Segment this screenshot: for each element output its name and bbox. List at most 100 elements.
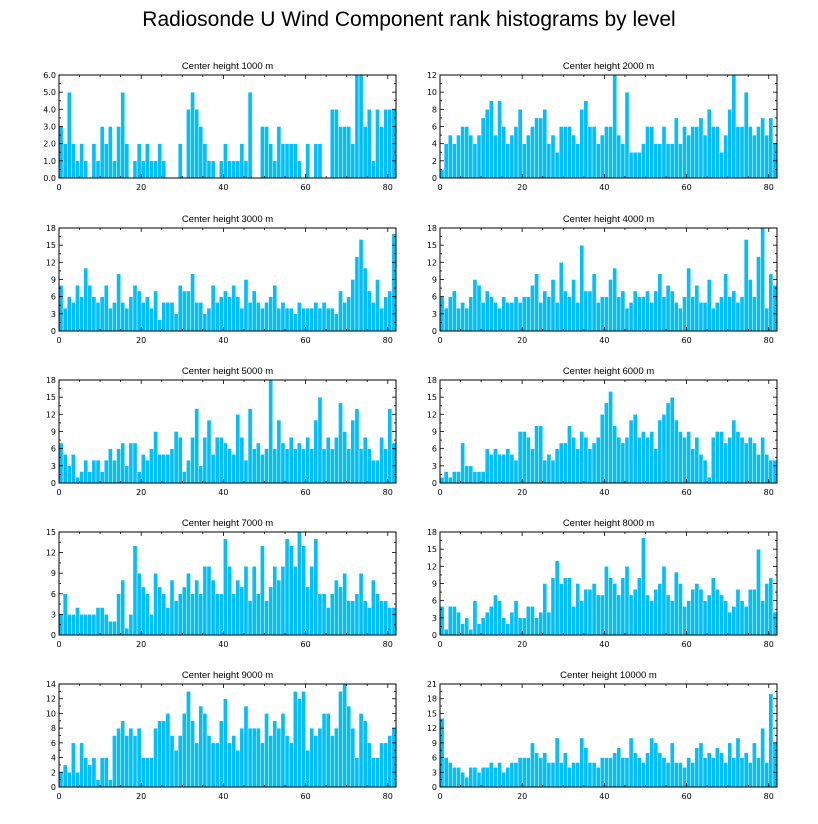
histogram-bar [669,290,675,332]
histogram-bar [387,408,393,484]
x-tick-label: 80 [383,183,393,192]
histogram-panel-9: Center height 9000 m 0 2 4 6 8 10 12 14 0 20 40 60 80 [46,670,397,801]
x-tick-label: 40 [218,183,228,192]
histogram-bar [87,614,93,636]
histogram-bar [657,752,663,788]
histogram-bar [624,757,630,788]
histogram-bar [727,436,733,484]
histogram-bar [567,126,572,179]
histogram-bar [149,757,154,788]
histogram-bar [591,126,597,179]
histogram-bar [321,713,327,788]
histogram-bar [71,614,76,636]
histogram-bar [731,419,737,484]
histogram-bar [521,143,527,179]
histogram-bar [571,762,576,788]
y-tick-label: 5.0 [43,88,56,97]
histogram-bar [108,126,113,179]
histogram-bar [280,566,286,636]
histogram-bar [313,419,319,484]
histogram-bar [136,290,142,332]
histogram-bar [645,436,650,484]
histogram-bar [66,614,72,636]
histogram-bar [764,307,770,332]
histogram-bar [198,593,204,636]
y-tick-label: 12 [46,549,56,558]
histogram-bar [116,273,121,332]
histogram-bar [752,588,757,636]
histogram-bar [489,762,494,788]
histogram-bar [268,735,273,788]
histogram-bar [128,442,134,484]
histogram-bar [731,74,737,179]
histogram-bar [301,307,306,332]
histogram-bar [534,117,539,179]
histogram-bar [521,617,527,636]
histogram-bar [517,757,523,788]
y-tick-label: 6 [51,590,56,599]
histogram-bar [124,307,130,332]
histogram-bar [153,572,158,636]
histogram-bar [657,583,663,636]
histogram-bar [346,448,352,484]
histogram-bar [346,705,352,788]
histogram-bar [641,762,646,788]
x-tick-label: 40 [599,183,609,192]
histogram-bar [748,436,753,484]
histogram-bar [583,290,589,332]
histogram-bar [103,757,109,788]
y-tick-label: 6 [432,597,437,606]
histogram-bar [501,296,506,332]
histogram-bar [301,448,306,484]
x-tick-label: 0 [56,336,61,345]
histogram-bar [177,284,183,332]
histogram-bar [367,290,372,332]
histogram-bar [550,459,556,484]
histogram-bar [591,442,597,484]
histogram-bar [95,607,101,636]
histogram-bar [756,757,761,788]
histogram-bar [108,307,113,332]
histogram-bar [120,302,125,332]
histogram-bar [116,448,121,484]
histogram-bar [711,126,716,179]
histogram-bar [674,762,679,788]
histogram-bar [206,566,212,636]
x-tick-label: 40 [218,488,228,497]
histogram-bar [354,593,360,636]
histogram-bar [206,160,212,179]
histogram-bar [186,459,191,484]
histogram-bar [297,160,302,179]
histogram-bar [472,471,478,484]
histogram-bar [350,727,356,788]
histogram-bar [338,586,343,636]
histogram-bar [678,762,683,788]
histogram-bar [567,425,572,484]
histogram-bar [480,767,486,788]
histogram-bar [157,586,162,636]
histogram-bar [108,621,113,636]
histogram-bar [756,256,761,332]
histogram-bar [682,296,687,332]
histogram-bar [227,296,232,332]
x-tick-label: 60 [681,183,691,192]
histogram-bar [595,302,601,332]
histogram-bar [698,302,704,332]
histogram-bar [177,593,183,636]
histogram-bar [674,117,679,179]
histogram-panel-2: Center height 2000 m 0 2 4 6 8 10 12 0 20 40 60 80 [427,61,778,192]
histogram-bar [439,477,445,484]
histogram-bar [645,290,650,332]
x-tick-label: 40 [599,640,609,649]
histogram-bar [526,134,531,179]
histogram-bar [497,100,502,179]
histogram-bar [665,143,671,179]
histogram-bar [653,742,659,788]
histogram-bar [600,134,605,179]
histogram-bar [452,143,457,179]
histogram-bar [612,583,617,636]
histogram-bar [472,600,478,636]
histogram-bar [575,583,580,636]
histogram-bar [645,752,650,788]
histogram-bar [698,117,704,179]
